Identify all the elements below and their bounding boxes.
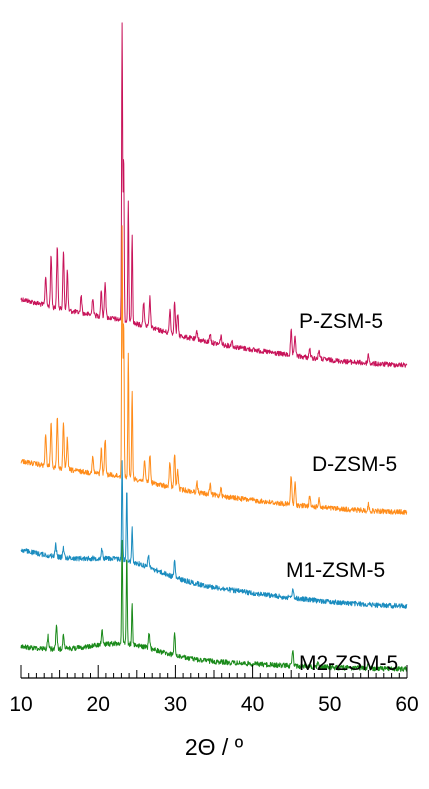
- x-axis: 10 20 30 40 50 60: [9, 665, 419, 716]
- x-tick-label-40: 40: [241, 693, 264, 716]
- series-label-d-zsm5: D-ZSM-5: [312, 453, 397, 476]
- series-label-p-zsm5: P-ZSM-5: [299, 310, 383, 333]
- x-tick-label-10: 10: [9, 693, 32, 716]
- series-line-d-zsm-5: [20, 225, 408, 515]
- series-line-m1-zsm-5: [20, 460, 408, 609]
- x-axis-tick-labels: 10 20 30 40 50 60: [9, 693, 418, 716]
- x-axis-title: 2Θ / º: [185, 734, 244, 760]
- x-tick-label-30: 30: [164, 693, 187, 716]
- series-label-m1-zsm5: M1-ZSM-5: [286, 559, 385, 582]
- series-line-p-zsm-5: [20, 22, 408, 368]
- series-line-m2-zsm-5: [20, 539, 408, 672]
- x-axis-ticks: [20, 665, 408, 678]
- traces-group: [20, 22, 408, 672]
- x-tick-label-20: 20: [87, 693, 110, 716]
- series-labels-group: P-ZSM-5 D-ZSM-5 M1-ZSM-5 M2-ZSM-5: [286, 310, 398, 675]
- x-tick-label-60: 60: [395, 693, 418, 716]
- x-tick-label-50: 50: [318, 693, 341, 716]
- series-label-m2-zsm5: M2-ZSM-5: [299, 652, 398, 675]
